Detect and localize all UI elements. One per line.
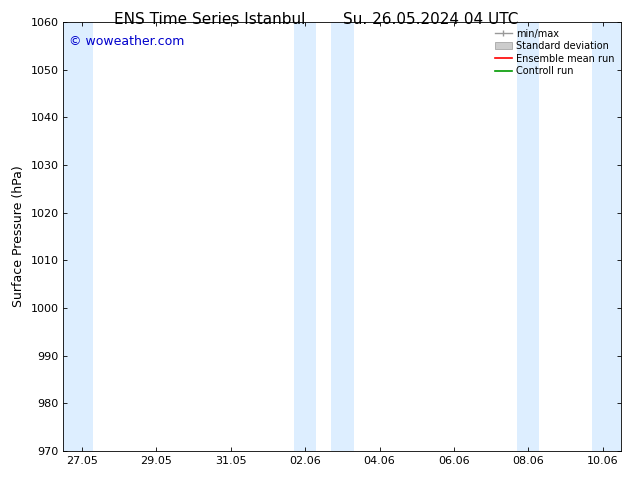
Legend: min/max, Standard deviation, Ensemble mean run, Controll run: min/max, Standard deviation, Ensemble me… — [493, 27, 616, 78]
Bar — [592, 22, 621, 451]
Bar — [331, 22, 354, 451]
Text: Su. 26.05.2024 04 UTC: Su. 26.05.2024 04 UTC — [344, 12, 519, 27]
Bar — [294, 22, 316, 451]
Bar — [517, 22, 540, 451]
Y-axis label: Surface Pressure (hPa): Surface Pressure (hPa) — [12, 166, 25, 307]
Text: ENS Time Series Istanbul: ENS Time Series Istanbul — [113, 12, 305, 27]
Bar — [63, 22, 93, 451]
Text: © woweather.com: © woweather.com — [69, 35, 184, 48]
